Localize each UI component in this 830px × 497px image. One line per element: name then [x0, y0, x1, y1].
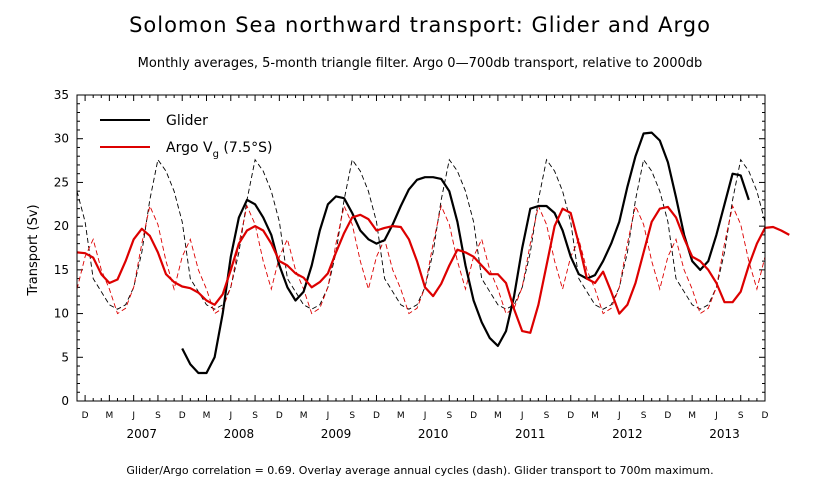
chart-footnote: Glider/Argo correlation = 0.69. Overlay …: [126, 464, 713, 477]
month-tick-label: J: [131, 411, 135, 421]
y-tick-label: 10: [54, 307, 69, 321]
chart-title: Solomon Sea northward transport: Glider …: [129, 13, 711, 37]
month-tick-label: J: [617, 411, 621, 421]
year-label: 2010: [418, 427, 449, 441]
year-label: 2013: [709, 427, 740, 441]
year-label: 2011: [515, 427, 546, 441]
y-tick-label: 15: [54, 263, 69, 277]
y-tick-label: 30: [54, 132, 69, 146]
plot-series: [76, 131, 790, 375]
axes: 0 5 10 15 20 25 30 35 D M J S D M J S D M J S D M J S D M J S D M J S D M…: [54, 88, 769, 441]
month-tick-label: D: [179, 411, 186, 421]
legend: Glider Argo Vg (7.5°S): [100, 113, 272, 160]
month-tick-label: J: [714, 411, 718, 421]
year-label: 2007: [126, 427, 157, 441]
month-tick-label: D: [470, 411, 477, 421]
y-tick-label: 35: [54, 88, 69, 102]
legend-argo-label: Argo Vg (7.5°S): [166, 140, 272, 160]
month-tick-label: S: [155, 411, 161, 421]
month-tick-label: M: [397, 411, 405, 421]
y-tick-label: 5: [61, 350, 69, 364]
month-tick-label: M: [688, 411, 696, 421]
month-tick-label: D: [664, 411, 671, 421]
month-tick-label: M: [591, 411, 599, 421]
month-tick-label: J: [228, 411, 232, 421]
series-line-glider-cycle: [76, 158, 766, 310]
year-label: 2009: [321, 427, 352, 441]
month-tick-label: S: [349, 411, 355, 421]
month-tick-label: S: [544, 411, 550, 421]
month-tick-label: D: [762, 411, 769, 421]
series-line-argo-cycle: [76, 204, 766, 315]
legend-glider-label: Glider: [166, 113, 208, 129]
year-label: 2012: [612, 427, 643, 441]
month-tick-label: M: [105, 411, 113, 421]
series-line-argo: [76, 205, 790, 334]
month-tick-label: M: [300, 411, 308, 421]
month-tick-label: J: [520, 411, 524, 421]
y-axis-label: Transport (Sv): [26, 204, 41, 296]
month-tick-label: D: [82, 411, 89, 421]
month-tick-label: D: [276, 411, 283, 421]
month-tick-label: D: [567, 411, 574, 421]
y-tick-label: 0: [61, 394, 69, 408]
chart-subtitle: Monthly averages, 5-month triangle filte…: [138, 56, 703, 71]
month-tick-label: M: [203, 411, 211, 421]
legend-argo-main: Argo V: [166, 140, 213, 156]
legend-argo-subscript: g: [213, 149, 219, 160]
month-tick-label: S: [252, 411, 258, 421]
month-tick-label: D: [373, 411, 380, 421]
y-tick-label: 20: [54, 219, 69, 233]
plot-frame: [76, 94, 766, 402]
month-tick-label: S: [446, 411, 452, 421]
month-tick-label: J: [423, 411, 427, 421]
y-tick-label: 25: [54, 175, 69, 189]
month-tick-label: J: [326, 411, 330, 421]
year-label: 2008: [224, 427, 255, 441]
legend-argo-rest: (7.5°S): [219, 140, 273, 156]
month-tick-label: M: [494, 411, 502, 421]
month-tick-label: S: [641, 411, 647, 421]
month-tick-label: S: [738, 411, 744, 421]
